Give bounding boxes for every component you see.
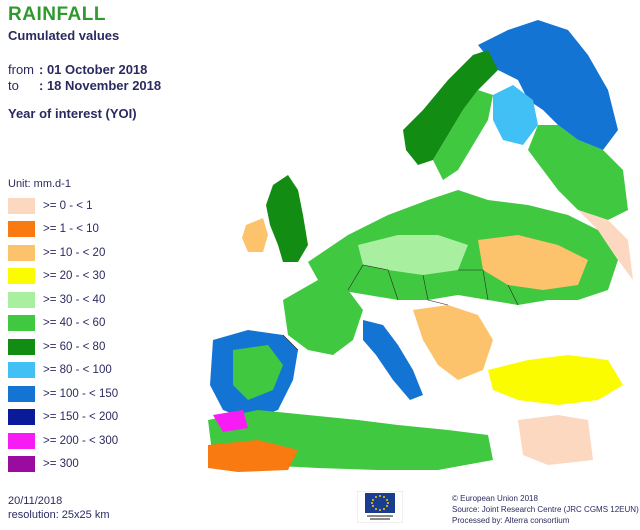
rainfall-map (208, 20, 633, 472)
ireland (242, 218, 268, 252)
legend-item: >= 0 - < 1 (8, 194, 148, 218)
from-date: : 01 October 2018 (39, 62, 148, 77)
sweden-region (433, 90, 493, 180)
iberia-interior (233, 345, 283, 400)
legend-item: >= 20 - < 30 (8, 265, 148, 289)
processed-text: Processed by: Alterra consortium (452, 516, 570, 525)
legend-item: >= 1 - < 10 (8, 218, 148, 242)
legend-swatch (8, 362, 35, 379)
from-row: from : 01 October 2018 (8, 62, 161, 78)
legend-swatch (8, 268, 35, 285)
norway-coast (403, 50, 498, 165)
legend-swatch (8, 385, 35, 402)
legend: >= 0 - < 1 >= 1 - < 10 >= 10 - < 20 >= 20 -… (8, 194, 148, 476)
legend-item: >= 40 - < 60 (8, 312, 148, 336)
legend-label: >= 100 - < 150 (43, 387, 119, 400)
legend-unit: Unit: mm.d-1 (8, 178, 71, 190)
legend-item: >= 100 - < 150 (8, 382, 148, 406)
legend-swatch (8, 197, 35, 214)
legend-swatch (8, 315, 35, 332)
map-subtitle: Cumulated values (8, 28, 120, 43)
legend-label: >= 80 - < 100 (43, 364, 112, 377)
copyright-text: © European Union 2018 (452, 494, 538, 503)
france (283, 280, 363, 355)
balkans (413, 305, 493, 380)
eastern-plains (478, 235, 588, 290)
morocco-north (213, 410, 248, 432)
legend-label: >= 60 - < 80 (43, 340, 106, 353)
south-russia (578, 210, 633, 280)
legend-item: >= 150 - < 200 (8, 406, 148, 430)
legend-swatch (8, 432, 35, 449)
date-range: from : 01 October 2018 to : 18 November … (8, 62, 161, 94)
black-sea (498, 310, 578, 350)
to-row: to : 18 November 2018 (8, 78, 161, 94)
to-label: to (8, 78, 19, 93)
issue-date: 20/11/2018 (8, 495, 63, 507)
legend-item: >= 10 - < 20 (8, 241, 148, 265)
legend-label: >= 1 - < 10 (43, 223, 99, 236)
legend-label: >= 20 - < 30 (43, 270, 106, 283)
legend-item: >= 200 - < 300 (8, 429, 148, 453)
footer-left: 20/11/2018 resolution: 25x25 km (8, 494, 110, 522)
legend-label: >= 0 - < 1 (43, 199, 93, 212)
footer-right: © European Union 2018 Source: Joint Rese… (452, 493, 639, 526)
map-title: RAINFALL (8, 4, 106, 25)
russia-north (528, 125, 628, 220)
legend-label: >= 30 - < 40 (43, 293, 106, 306)
legend-swatch (8, 244, 35, 261)
to-date: : 18 November 2018 (39, 78, 162, 93)
morocco-dry (208, 440, 298, 472)
legend-swatch (8, 409, 35, 426)
finland-region (493, 85, 538, 145)
legend-label: >= 200 - < 300 (43, 434, 119, 447)
legend-item: >= 300 (8, 453, 148, 477)
scandinavia-region (478, 20, 618, 150)
britain (266, 175, 308, 262)
country-borders (282, 264, 519, 351)
legend-item: >= 60 - < 80 (8, 335, 148, 359)
turkey (488, 355, 623, 405)
legend-swatch (8, 291, 35, 308)
legend-swatch (8, 221, 35, 238)
eu-flag-logo (357, 491, 403, 523)
middle-east (518, 415, 593, 465)
legend-item: >= 80 - < 100 (8, 359, 148, 383)
year-of-interest: Year of interest (YOI) (8, 106, 137, 121)
legend-swatch (8, 338, 35, 355)
legend-label: >= 40 - < 60 (43, 317, 106, 330)
legend-item: >= 30 - < 40 (8, 288, 148, 312)
germany-poland (358, 235, 468, 275)
legend-swatch (8, 456, 35, 473)
legend-label: >= 150 - < 200 (43, 411, 119, 424)
italy (363, 320, 423, 400)
from-label: from (8, 62, 34, 77)
source-text: Source: Joint Research Centre (JRC CGMS … (452, 505, 639, 514)
legend-label: >= 300 (43, 458, 79, 471)
legend-label: >= 10 - < 20 (43, 246, 106, 259)
resolution-text: resolution: 25x25 km (8, 509, 110, 521)
